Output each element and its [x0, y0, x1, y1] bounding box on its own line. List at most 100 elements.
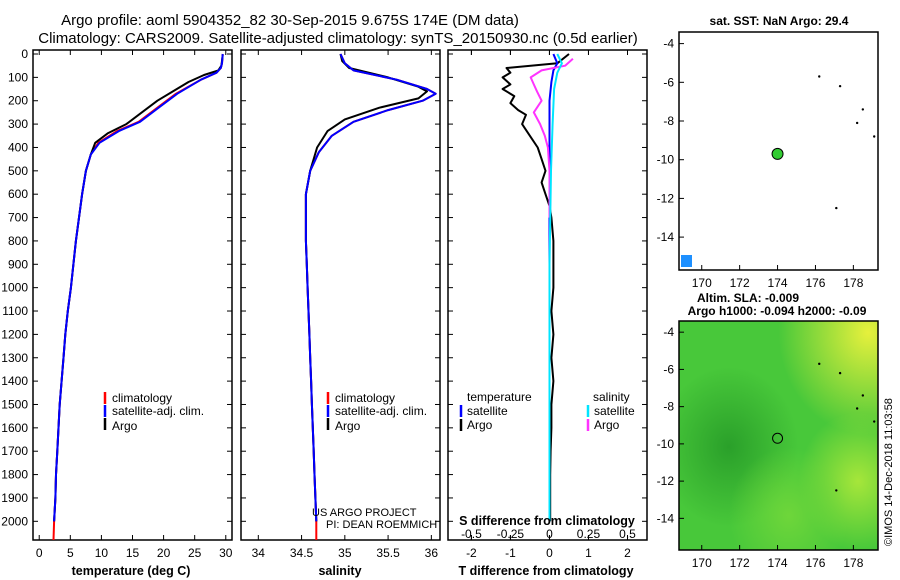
- depth-tick-label: 1400: [1, 374, 28, 388]
- x-tick-label: -2: [466, 546, 477, 560]
- x-tick-label: 0.25: [577, 527, 601, 541]
- depth-tick-label: 1200: [1, 327, 28, 341]
- difference-axis-ticks: -2 -1 0 1 2 -0.5 -0.25 0 0.25 0.5: [448, 50, 647, 560]
- map-lon-label: 172: [730, 556, 750, 570]
- legend-label-satellite: satellite-adj. clim.: [112, 404, 204, 418]
- map-lat-label: -10: [657, 153, 675, 167]
- depth-tick-label: 1100: [2, 304, 28, 318]
- difference-panel-frame: [447, 49, 648, 541]
- map-lon-label: 170: [692, 556, 712, 570]
- x-tick-label: 20: [157, 546, 171, 560]
- depth-tick-label: 500: [8, 164, 28, 178]
- legend-label-t-satellite: satellite: [467, 404, 508, 418]
- temperature-satellite-line: [53, 53, 224, 522]
- depth-tick-label: 2000: [1, 514, 28, 528]
- x-tick-label: 5: [67, 546, 74, 560]
- map-lon-label: 172: [730, 276, 750, 290]
- pi-credit: PI: DEAN ROEMMICH: [326, 519, 437, 531]
- legend-label-argo: Argo: [112, 419, 138, 433]
- legend-label-t-argo: Argo: [467, 418, 493, 432]
- temperature-legend: climatology satellite-adj. clim. Argo: [103, 391, 204, 433]
- difference-profiles: [501, 53, 574, 522]
- depth-tick-label: 0: [21, 47, 28, 61]
- island-dot: [838, 84, 842, 88]
- depth-tick-label: 200: [8, 94, 28, 108]
- legend-label-argo: Argo: [335, 419, 361, 433]
- difference-xlabel: T difference from climatology: [458, 564, 633, 578]
- x-tick-label: 36: [425, 546, 439, 560]
- map-lon-label: 176: [805, 276, 825, 290]
- depth-tick-label: 900: [8, 257, 28, 271]
- argo-position-marker-sla: [772, 432, 784, 444]
- difference-legend: temperature satellite Argo salinity sate…: [459, 390, 635, 432]
- legend-title-temperature: temperature: [467, 390, 532, 404]
- sst-map-ticks: -4 -6 -8 -10 -12 -14 170 172 174 176 178: [657, 37, 864, 290]
- sla-map-title: Altim. SLA: -0.009: [697, 291, 799, 305]
- island-dot: [835, 206, 838, 210]
- island-dot: [855, 407, 859, 410]
- x-tick-label: 34.5: [290, 546, 314, 560]
- map-lat-label: -8: [663, 114, 674, 128]
- island-dot: [835, 489, 838, 492]
- difference-xlabel-salinity: S difference from climatology: [459, 514, 635, 528]
- legend-title-salinity: salinity: [593, 390, 630, 404]
- legend-label-climatology: climatology: [112, 391, 172, 405]
- map-lat-label: -4: [663, 325, 674, 339]
- map-lat-label: -10: [657, 437, 675, 451]
- x-tick-label: 15: [126, 546, 140, 560]
- salinity-satellite-line: [304, 53, 437, 522]
- x-tick-label: 35.5: [376, 546, 400, 560]
- sla-map-subtitle: Argo h1000: -0.094 h2000: -0.09: [688, 304, 867, 318]
- island-dot: [818, 362, 821, 366]
- island-dot: [855, 121, 859, 125]
- map-lon-label: 170: [692, 276, 712, 290]
- depth-tick-label: 700: [8, 211, 28, 225]
- x-tick-label: 10: [95, 546, 109, 560]
- island-dot: [861, 108, 865, 111]
- temperature-climatology-line: [52, 53, 224, 541]
- map-lat-label: -12: [657, 191, 675, 205]
- depth-tick-label: 800: [8, 234, 28, 248]
- map-lat-label: -12: [657, 474, 675, 488]
- x-tick-label: 2: [624, 546, 631, 560]
- depth-tick-label: 1000: [1, 281, 28, 295]
- depth-tick-label: 1700: [1, 444, 28, 458]
- island-dot: [873, 135, 876, 138]
- map-lon-label: 178: [843, 556, 863, 570]
- imos-credit: ©IMOS 14-Dec-2018 11:03:58: [883, 398, 895, 546]
- x-tick-label: 0: [546, 546, 553, 560]
- x-tick-label: 1: [585, 546, 592, 560]
- salinity-panel-frame: [240, 49, 441, 541]
- sst-blue-marker: [681, 255, 692, 267]
- sla-map-frame: [678, 320, 879, 551]
- argo-position-marker-sst: [771, 147, 784, 160]
- depth-tick-label: 1900: [1, 491, 28, 505]
- x-tick-label: 35: [338, 546, 352, 560]
- salinity-xlabel: salinity: [318, 564, 361, 578]
- map-lon-label: 178: [843, 276, 863, 290]
- island-dot: [818, 75, 821, 78]
- depth-tick-label: 300: [8, 117, 28, 131]
- map-lat-label: -6: [663, 362, 674, 376]
- temperature-axis-ticks: 0 5 10 15 20 25 30: [33, 50, 233, 560]
- salinity-axis-ticks: 34 34.5 35 35.5 36: [241, 50, 440, 560]
- island-dot: [873, 420, 876, 423]
- depth-tick-labels: 0 100 200 300 400 500 600 700 800 900 1000 1100 1200…: [1, 47, 28, 528]
- temperature-xlabel: temperature (deg C): [72, 564, 191, 578]
- x-tick-label: -1: [505, 546, 516, 560]
- salinity-profiles: [304, 53, 437, 540]
- x-tick-label: 25: [188, 546, 202, 560]
- sst-map-title: sat. SST: NaN Argo: 29.4: [710, 14, 849, 28]
- depth-tick-label: 1300: [1, 351, 28, 365]
- x-tick-label: -0.25: [497, 527, 525, 541]
- depth-tick-label: 1500: [1, 397, 28, 411]
- depth-tick-label: 100: [8, 70, 28, 84]
- project-credit: US ARGO PROJECT: [312, 507, 417, 519]
- x-tick-label: 0: [546, 527, 553, 541]
- x-tick-label: 34: [252, 546, 266, 560]
- depth-tick-label: 1800: [1, 468, 28, 482]
- depth-tick-label: 1600: [1, 421, 28, 435]
- figure-title-line1: Argo profile: aoml 5904352_82 30-Sep-201…: [61, 12, 519, 29]
- island-dot: [838, 371, 842, 375]
- sla-map-ticks: -4 -6 -8 -10 -12 -14 170 172 174 176 178: [657, 325, 864, 570]
